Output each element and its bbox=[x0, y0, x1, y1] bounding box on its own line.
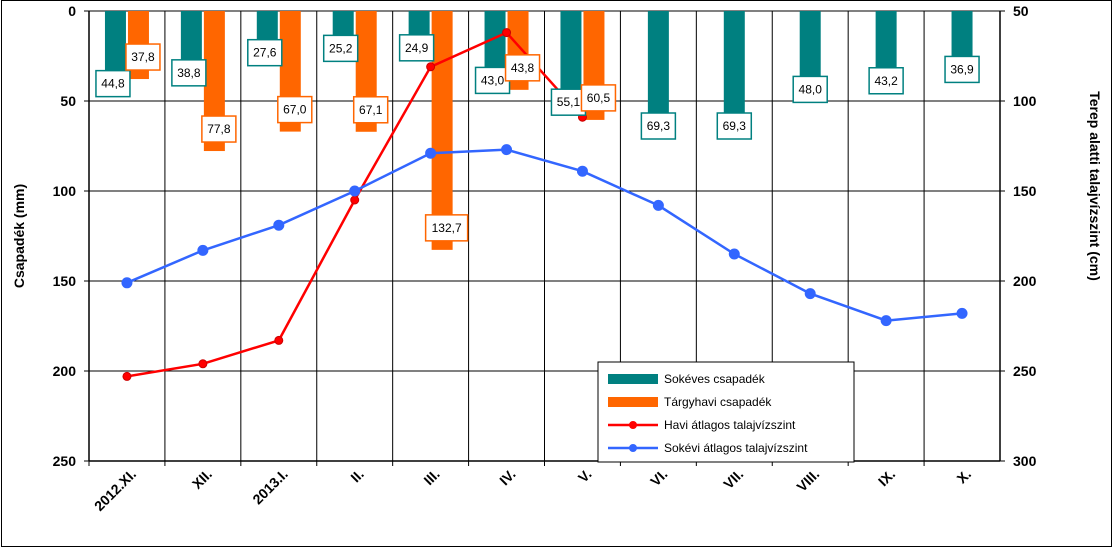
y-axis-label-left: Csapadék (mm) bbox=[11, 184, 27, 288]
point-havi-talajvizszint bbox=[350, 195, 360, 205]
point-sokevi-talajvizszint bbox=[956, 307, 968, 319]
point-havi-talajvizszint bbox=[274, 335, 284, 345]
data-label-sokeves: 69,3 bbox=[723, 119, 747, 133]
data-label-sokeves: 27,6 bbox=[253, 46, 277, 60]
y-tick-label-left: 0 bbox=[68, 3, 76, 19]
data-label-sokeves-box bbox=[640, 112, 677, 140]
legend-label: Sokévi átlagos talajvízszint bbox=[664, 441, 808, 455]
data-label-targyhavi-box bbox=[424, 214, 469, 242]
y-tick-label-left: 50 bbox=[60, 93, 76, 109]
data-label-sokeves-box bbox=[868, 67, 904, 95]
legend-swatch bbox=[608, 374, 658, 384]
point-sokevi-talajvizszint bbox=[501, 144, 513, 156]
data-label-sokeves-box bbox=[716, 112, 753, 140]
point-sokevi-talajvizszint bbox=[349, 185, 361, 197]
x-tick-label: IV. bbox=[496, 466, 519, 489]
data-label-targyhavi: 77,8 bbox=[207, 122, 231, 136]
data-label-sokeves: 36,9 bbox=[950, 62, 974, 76]
data-label-targyhavi-box bbox=[504, 54, 541, 82]
point-sokevi-talajvizszint bbox=[804, 288, 816, 300]
bar-sokeves-csapadek bbox=[647, 11, 669, 136]
x-tick-label: III. bbox=[420, 466, 442, 488]
data-label-sokeves: 48,0 bbox=[799, 82, 823, 96]
y-tick-label-right: 50 bbox=[1013, 3, 1029, 19]
x-tick-label: 2013.I. bbox=[249, 466, 291, 508]
data-label-sokeves-box bbox=[322, 34, 359, 63]
data-label-sokeves-box bbox=[95, 69, 131, 98]
x-tick-label: XII. bbox=[189, 466, 215, 492]
x-tick-label: V. bbox=[575, 466, 595, 486]
data-label-targyhavi: 60,5 bbox=[587, 91, 611, 105]
data-label-targyhavi: 132,7 bbox=[432, 221, 462, 235]
data-label-sokeves: 55,1 bbox=[557, 95, 581, 109]
x-tick-label: X. bbox=[953, 466, 974, 487]
data-label-sokeves: 25,2 bbox=[329, 41, 353, 55]
point-sokevi-talajvizszint bbox=[121, 277, 133, 289]
legend-marker bbox=[629, 444, 637, 452]
data-label-targyhavi-box bbox=[580, 84, 617, 112]
data-label-sokeves: 43,2 bbox=[874, 74, 898, 88]
legend-label: Havi átlagos talajvízszint bbox=[664, 418, 796, 432]
legend-swatch bbox=[608, 397, 658, 407]
bar-targyhavi-csapadek bbox=[431, 11, 453, 250]
data-label-targyhavi: 43,8 bbox=[511, 61, 535, 75]
data-label-targyhavi: 67,1 bbox=[359, 103, 383, 117]
data-label-targyhavi-box bbox=[125, 43, 161, 71]
legend-marker bbox=[629, 421, 637, 429]
data-label-sokeves-box bbox=[792, 75, 828, 104]
y-tick-label-right: 100 bbox=[1013, 93, 1037, 109]
data-label-sokeves: 24,9 bbox=[405, 41, 429, 55]
data-label-sokeves: 69,3 bbox=[647, 119, 671, 133]
line-sokevi-talajvizszint bbox=[126, 148, 963, 322]
data-label-targyhavi-box bbox=[277, 95, 313, 124]
data-label-targyhavi-box bbox=[352, 96, 389, 124]
point-havi-talajvizszint bbox=[426, 62, 436, 72]
y-axis-label-right: Terep alatti talajvízszint (cm) bbox=[1087, 91, 1103, 281]
y-tick-label-right: 200 bbox=[1013, 273, 1037, 289]
x-tick-label: 2012.XI. bbox=[91, 466, 139, 514]
legend-label: Tárgyhavi csapadék bbox=[664, 395, 772, 409]
y-tick-label-left: 250 bbox=[53, 453, 77, 469]
y-tick-label-left: 150 bbox=[53, 273, 77, 289]
data-label-sokeves: 38,8 bbox=[177, 66, 201, 80]
data-label-targyhavi: 67,0 bbox=[283, 103, 307, 117]
data-label-sokeves-box bbox=[398, 34, 435, 62]
data-label-targyhavi-box bbox=[201, 115, 237, 143]
data-label-sokeves: 44,8 bbox=[101, 77, 125, 91]
legend: Sokéves csapadék Tárgyhavi csapadék Havi á… bbox=[597, 361, 855, 463]
x-tick-label: IX. bbox=[875, 466, 898, 489]
point-sokevi-talajvizszint bbox=[425, 147, 437, 159]
point-havi-talajvizszint bbox=[502, 28, 512, 38]
data-labels: 44,8 37,8 38,8 77,8 27,6 67,0 25,2 67,1 24,9 132,… bbox=[95, 34, 980, 242]
point-sokevi-talajvizszint bbox=[728, 248, 740, 260]
y-tick-label-left: 100 bbox=[53, 183, 77, 199]
point-sokevi-talajvizszint bbox=[197, 244, 209, 256]
lines bbox=[121, 28, 968, 381]
bar-sokeves-csapadek bbox=[560, 11, 582, 111]
data-label-sokeves-box bbox=[944, 55, 980, 84]
y-tick-label-right: 300 bbox=[1013, 453, 1037, 469]
x-tick-label: II. bbox=[347, 466, 367, 486]
gridlines bbox=[88, 10, 1001, 462]
data-label-targyhavi: 37,8 bbox=[131, 50, 155, 64]
data-label-sokeves-box bbox=[247, 38, 283, 67]
x-tick-label: VII. bbox=[720, 466, 746, 492]
data-label-sokeves: 43,0 bbox=[481, 73, 505, 87]
x-tick-label: VIII. bbox=[793, 466, 822, 495]
y-tick-label-left: 200 bbox=[53, 363, 77, 379]
point-sokevi-talajvizszint bbox=[652, 199, 664, 211]
bar-sokeves-csapadek bbox=[723, 11, 745, 136]
legend-label: Sokéves csapadék bbox=[664, 372, 766, 386]
x-tick-label: VI. bbox=[647, 466, 670, 489]
point-sokevi-talajvizszint bbox=[576, 165, 588, 177]
point-sokevi-talajvizszint bbox=[880, 315, 892, 327]
data-label-sokeves-box bbox=[171, 59, 207, 87]
point-havi-talajvizszint bbox=[198, 359, 208, 369]
point-havi-talajvizszint bbox=[122, 371, 132, 381]
y-tick-label-right: 150 bbox=[1013, 183, 1037, 199]
y-tick-label-right: 250 bbox=[1013, 363, 1037, 379]
point-sokevi-talajvizszint bbox=[273, 219, 285, 231]
